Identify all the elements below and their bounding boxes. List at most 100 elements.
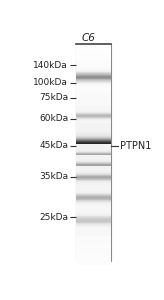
Bar [76, 151, 111, 152]
Bar [76, 146, 111, 147]
Bar [76, 156, 111, 157]
Bar [76, 143, 111, 144]
Bar [76, 106, 111, 107]
Bar [76, 142, 111, 143]
Bar [76, 165, 111, 166]
Bar [76, 151, 111, 155]
Bar [76, 72, 111, 73]
Bar [76, 70, 111, 71]
Bar [76, 198, 111, 199]
Bar [76, 210, 111, 214]
Bar [76, 182, 111, 183]
Bar [76, 122, 111, 123]
Bar [76, 190, 111, 191]
Bar [76, 163, 111, 164]
Bar [76, 232, 111, 236]
Bar [76, 62, 111, 67]
Bar [76, 88, 111, 89]
Bar [76, 129, 111, 130]
Bar [76, 72, 111, 73]
Bar [76, 224, 111, 228]
Bar [76, 158, 111, 159]
Bar [76, 136, 111, 138]
Bar [76, 81, 111, 85]
Bar [76, 92, 111, 96]
Bar [76, 180, 111, 184]
Bar [76, 51, 111, 56]
Bar [76, 223, 111, 224]
Bar [76, 115, 111, 116]
Bar [76, 147, 111, 148]
Bar [76, 155, 111, 156]
Bar [76, 239, 111, 243]
Bar [76, 169, 111, 170]
Bar [76, 143, 111, 147]
Bar [76, 165, 111, 166]
Bar [76, 74, 111, 77]
Bar [76, 171, 111, 172]
Bar [76, 119, 111, 120]
Bar [76, 99, 111, 103]
Bar [76, 77, 111, 81]
Bar [76, 167, 111, 168]
Bar [76, 161, 111, 162]
Bar [76, 225, 111, 226]
Bar [76, 164, 111, 165]
Bar [76, 176, 111, 177]
Bar [76, 178, 111, 179]
Bar [76, 151, 111, 152]
Bar [76, 185, 111, 186]
Bar [76, 157, 111, 158]
Bar [76, 90, 111, 91]
Bar [76, 154, 111, 155]
Bar [76, 172, 111, 173]
Bar [76, 109, 111, 110]
Bar [76, 201, 111, 202]
Bar [76, 163, 111, 164]
Bar [76, 228, 111, 232]
Bar [76, 147, 111, 148]
Bar [76, 209, 111, 210]
Bar [76, 232, 111, 233]
Bar [76, 149, 111, 151]
Bar [76, 125, 111, 129]
Bar [76, 162, 111, 163]
Bar [76, 158, 111, 159]
Bar [76, 231, 111, 232]
Bar [76, 181, 111, 182]
Bar [76, 138, 111, 139]
Bar [76, 127, 111, 128]
Bar [76, 169, 111, 173]
Bar [76, 212, 111, 213]
FancyBboxPatch shape [76, 44, 111, 261]
Bar [76, 157, 111, 158]
Bar [76, 227, 111, 228]
Bar [76, 163, 111, 164]
Bar [76, 185, 111, 186]
Bar [76, 136, 111, 140]
Bar [76, 187, 111, 188]
Bar [76, 134, 111, 135]
Bar [76, 210, 111, 211]
Bar [76, 146, 111, 147]
Bar [76, 85, 111, 86]
Bar [76, 159, 111, 160]
Bar [76, 132, 111, 134]
Bar [76, 154, 111, 155]
Bar [76, 112, 111, 113]
Bar [76, 188, 111, 192]
Bar [76, 59, 111, 63]
Bar [76, 193, 111, 194]
Bar [76, 158, 111, 162]
Text: PTPN1: PTPN1 [120, 141, 151, 151]
Bar [76, 196, 111, 197]
Bar [76, 214, 111, 215]
Bar [76, 199, 111, 203]
Text: 45kDa: 45kDa [39, 141, 68, 150]
Bar [76, 120, 111, 121]
Bar [76, 160, 111, 161]
Text: C6: C6 [82, 33, 95, 43]
Bar [76, 175, 111, 176]
Bar [76, 124, 111, 125]
Bar [76, 222, 111, 223]
